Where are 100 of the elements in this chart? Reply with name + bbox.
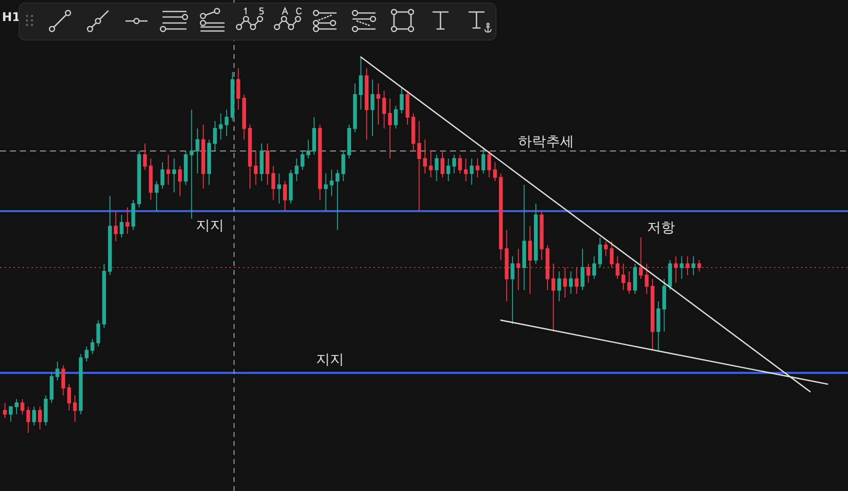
candlestick xyxy=(364,68,369,140)
candlestick xyxy=(14,398,18,415)
candlestick xyxy=(283,180,287,212)
candlestick xyxy=(563,267,567,298)
candlestick xyxy=(90,338,94,354)
candlestick xyxy=(697,260,702,272)
candlestick xyxy=(528,226,532,294)
candlestick xyxy=(96,320,100,347)
candlestick xyxy=(102,263,106,328)
ref-line-label: 지지 xyxy=(196,218,224,234)
candlestick xyxy=(266,143,270,186)
candlestick xyxy=(394,105,398,129)
candlestick xyxy=(574,267,579,294)
text: H1 xyxy=(2,10,20,24)
candlestick xyxy=(686,256,690,276)
candlestick xyxy=(668,260,672,291)
candlestick xyxy=(306,139,310,159)
candlestick xyxy=(504,230,509,302)
candlestick xyxy=(178,166,182,197)
candlestick xyxy=(190,109,194,220)
candlestick xyxy=(568,270,573,294)
candlestick xyxy=(207,139,212,186)
candlestick xyxy=(126,206,130,234)
candlestick xyxy=(8,406,13,422)
candlestick xyxy=(370,79,374,136)
candlestick xyxy=(540,210,544,260)
candlestick xyxy=(580,248,584,291)
candlestick xyxy=(224,109,229,136)
candlestick xyxy=(260,143,264,182)
candlestick xyxy=(108,196,112,276)
candlestick xyxy=(3,402,7,418)
candlestick xyxy=(184,150,188,186)
candlestick xyxy=(271,166,276,200)
candlestick xyxy=(50,372,54,404)
candlestick xyxy=(131,199,136,230)
candlestick xyxy=(114,210,118,242)
candlestick xyxy=(493,162,497,182)
candlestick xyxy=(236,68,240,110)
candlestick xyxy=(67,384,72,411)
candlestick xyxy=(423,139,427,174)
candlestick xyxy=(248,124,252,190)
candlestick xyxy=(650,278,654,351)
candlestick xyxy=(254,150,258,186)
candlestick xyxy=(336,169,340,230)
candlestick xyxy=(406,90,410,126)
candlestick xyxy=(324,173,328,212)
candlestick xyxy=(674,256,678,284)
candlestick xyxy=(470,158,474,186)
candlestick xyxy=(318,124,322,200)
candlestick xyxy=(662,278,666,332)
candlestick xyxy=(44,394,48,426)
candlestick xyxy=(656,300,660,351)
candlestick xyxy=(464,158,468,182)
candlestick xyxy=(120,214,124,238)
candlestick xyxy=(598,237,602,268)
candlestick xyxy=(376,82,380,126)
candlestick xyxy=(166,154,170,186)
annotation: 저항 xyxy=(647,220,675,236)
candlestick xyxy=(213,120,217,152)
candlestick xyxy=(148,158,153,200)
candlestick xyxy=(452,154,456,174)
candlestick xyxy=(300,150,304,170)
candlestick xyxy=(288,169,293,204)
candlestick xyxy=(627,270,632,294)
candlestick xyxy=(586,263,590,284)
candlestick xyxy=(638,237,643,280)
candlestick xyxy=(440,150,444,178)
candlestick xyxy=(353,82,357,133)
candlestick xyxy=(644,263,649,294)
candlestick xyxy=(143,143,147,170)
candlestick xyxy=(680,256,684,280)
candlestick xyxy=(73,394,77,422)
candlestick xyxy=(476,158,480,178)
candlestick xyxy=(487,150,492,178)
candlestick xyxy=(32,406,36,426)
candlestick xyxy=(616,256,620,280)
candlestick xyxy=(347,124,352,159)
candlestick xyxy=(592,256,596,280)
candlestick xyxy=(196,128,200,174)
candlestick xyxy=(534,203,538,264)
candlestick xyxy=(61,364,66,396)
candlestick xyxy=(411,112,416,152)
candlestick xyxy=(557,270,562,302)
candlestick xyxy=(312,116,316,156)
candlestick xyxy=(78,354,83,415)
candlestick xyxy=(160,162,164,190)
candlestick xyxy=(621,263,626,291)
candlestick xyxy=(510,256,514,324)
candlestick xyxy=(201,124,206,190)
candlestick xyxy=(481,146,486,174)
candlestick xyxy=(516,248,520,291)
candlestick xyxy=(154,180,159,212)
candlestick xyxy=(358,56,363,110)
candlestick xyxy=(20,398,24,415)
candlestick xyxy=(428,150,433,178)
candlestick xyxy=(84,346,89,362)
candlestick xyxy=(551,263,556,332)
candlestick xyxy=(218,112,223,140)
candlestick xyxy=(277,173,282,204)
candlestick xyxy=(498,173,503,260)
